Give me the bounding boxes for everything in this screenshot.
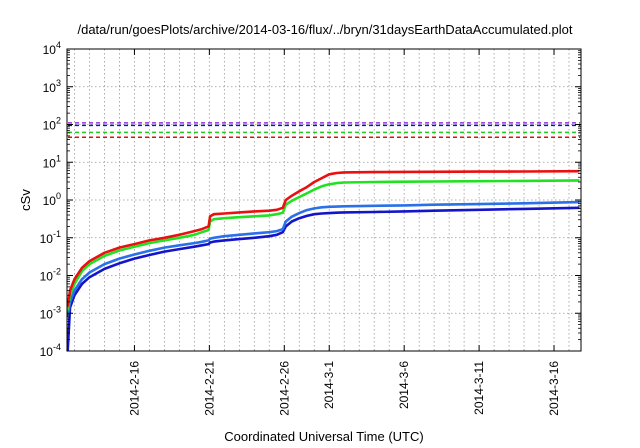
series-lines (66, 169, 580, 352)
series-line (66, 179, 580, 311)
threshold-lines (68, 122, 580, 138)
x-tick-label: 2014-2-21 (202, 361, 216, 416)
x-axis-label: Coordinated Universal Time (UTC) (224, 429, 423, 444)
y-tick-label: 10-2 (40, 267, 61, 284)
x-tick-label: 2014-3-11 (472, 361, 486, 415)
x-tick-label: 2014-2-26 (277, 361, 291, 416)
y-tick-label: 100 (43, 191, 61, 208)
series-line (66, 169, 580, 307)
y-axis-label: cSv (18, 189, 33, 211)
y-tick-label: 102 (43, 116, 61, 133)
x-tick-label: 2014-3-6 (397, 361, 411, 409)
y-axis-ticks: 10-4 10-3 10-2 10-1 100 101 102 103 104 (40, 40, 581, 359)
y-tick-label: 10-4 (40, 342, 61, 359)
series-line (66, 200, 580, 318)
x-tick-label: 2014-2-16 (127, 361, 141, 416)
x-tick-label: 2014-3-1 (322, 361, 336, 409)
y-tick-label: 103 (43, 78, 61, 95)
chart-title: /data/run/goesPlots/archive/2014-03-16/f… (77, 22, 572, 37)
series-line (66, 206, 580, 352)
y-tick-label: 104 (43, 40, 61, 57)
grid (67, 49, 581, 351)
y-tick-label: 10-3 (40, 304, 61, 321)
y-tick-label: 101 (43, 153, 61, 170)
x-axis-ticks: 2014-2-16 2014-2-21 2014-2-26 2014-3-1 2014-… (127, 49, 561, 416)
y-tick-label: 10-1 (40, 229, 61, 246)
x-tick-label: 2014-3-16 (547, 361, 561, 416)
